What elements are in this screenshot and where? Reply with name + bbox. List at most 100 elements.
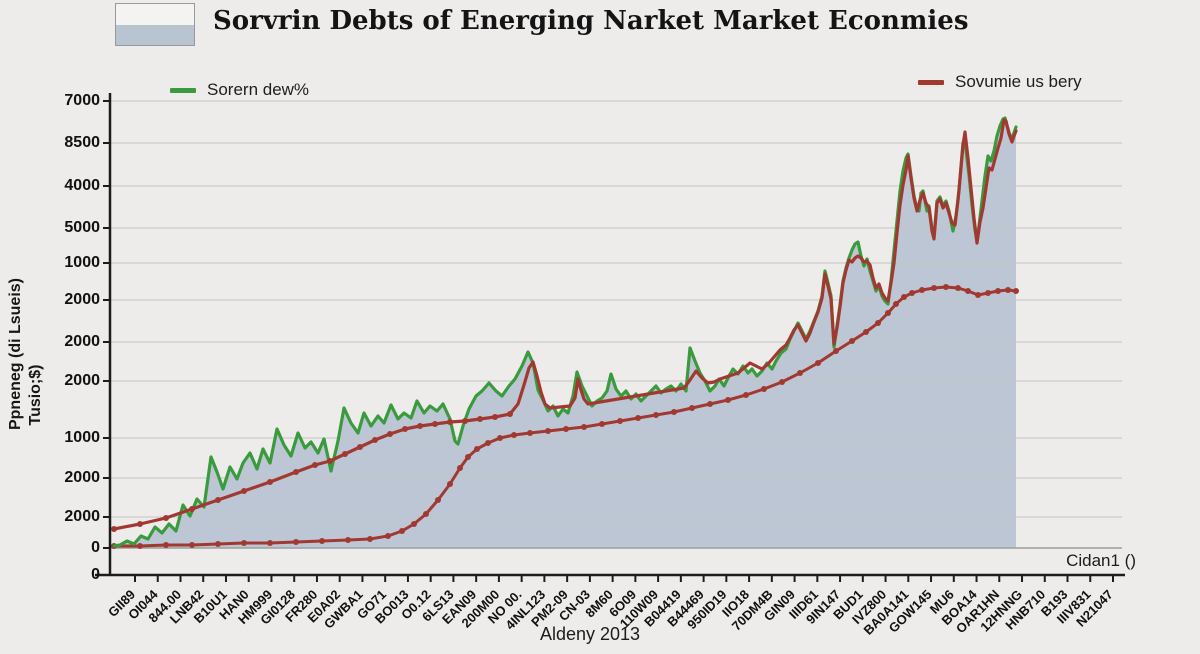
red-upper-marker <box>372 437 378 443</box>
red-lower-marker <box>215 541 221 547</box>
red-upper-marker <box>163 515 169 521</box>
y-tick-label: 2000 <box>64 508 100 525</box>
red-lower-marker <box>293 539 299 545</box>
red-lower-marker <box>447 481 453 487</box>
green-line-swatch-icon <box>170 87 196 93</box>
red-lower-line <box>114 285 1017 548</box>
red-lower-marker <box>599 421 605 427</box>
red-lower-marker <box>833 348 839 354</box>
legend-green-label: Sorern dew% <box>207 80 310 99</box>
red-lower-marker <box>385 533 391 539</box>
red-lower-marker <box>137 543 143 549</box>
legend-red-label: Sovumie us bery <box>955 72 1082 91</box>
red-upper-marker <box>492 414 498 420</box>
red-lower-marker <box>435 497 441 503</box>
red-upper-marker <box>189 506 195 512</box>
red-upper-marker <box>137 521 143 527</box>
red-lower-marker <box>545 428 551 434</box>
red-lower-marker <box>1005 287 1011 293</box>
legend-item-red[interactable]: Sovumie us bery <box>918 72 1082 92</box>
y-axis-title-line1: Ppneneg (di Lsueis) <box>7 278 24 431</box>
area-fill <box>114 118 1016 548</box>
red-lower-marker <box>511 432 517 438</box>
red-lower-marker <box>761 386 767 392</box>
y-tick-label: 5000 <box>64 219 100 236</box>
red-lower-marker <box>955 285 961 291</box>
chart-title: Sorvrin Debts of Energing Narket Market … <box>213 6 969 36</box>
red-upper-marker <box>215 497 221 503</box>
red-upper-marker <box>241 488 247 494</box>
red-upper-marker <box>327 458 333 464</box>
red-lower-marker <box>671 409 677 415</box>
red-upper-marker <box>342 451 348 457</box>
x-axis-caption: Aldeny 2013 <box>539 624 641 644</box>
title-legend-swatch <box>115 3 195 46</box>
red-lower-marker <box>985 290 991 296</box>
y-tick-label: 1000 <box>64 254 100 271</box>
red-lower-marker <box>527 430 533 436</box>
red-lower-marker <box>163 542 169 548</box>
red-lower-marker <box>797 370 803 376</box>
red-lower-marker <box>497 435 503 441</box>
y-tick-label: 2000 <box>64 469 100 486</box>
red-lower-marker <box>995 288 1001 294</box>
red-lower-marker <box>423 511 429 517</box>
y-tick-label: 2000 <box>64 333 100 350</box>
red-upper-marker <box>507 411 513 417</box>
y-tick-label: 0 <box>91 539 100 556</box>
red-lower-marker <box>241 540 247 546</box>
y-tick-label: 2000 <box>64 291 100 308</box>
red-lower-marker <box>474 446 480 452</box>
red-upper-marker <box>357 444 363 450</box>
red-upper-marker <box>447 419 453 425</box>
corner-note: Cidan1 () <box>1066 551 1136 570</box>
red-upper-marker <box>477 416 483 422</box>
y-tick-label: 0 <box>91 566 100 583</box>
title-legend-swatch-fill <box>116 24 194 45</box>
red-lower-marker <box>815 360 821 366</box>
red-lower-marker <box>465 454 471 460</box>
red-upper-marker <box>312 462 318 468</box>
red-upper-marker <box>293 469 299 475</box>
red-upper-marker <box>462 418 468 424</box>
red-upper-marker <box>267 479 273 485</box>
red-lower-marker <box>653 412 659 418</box>
red-upper-line <box>112 118 1018 531</box>
legend-item-green[interactable]: Sorern dew% <box>170 80 309 100</box>
y-tick-label: 1000 <box>64 429 100 446</box>
y-tick-label: 8500 <box>64 134 100 151</box>
red-lower-marker <box>563 426 569 432</box>
red-lower-marker <box>581 424 587 430</box>
red-lower-marker <box>689 405 695 411</box>
red-lower-marker <box>975 292 981 298</box>
red-upper-marker <box>432 421 438 427</box>
red-upper-marker <box>387 431 393 437</box>
red-lower-marker <box>931 285 937 291</box>
red-lower-marker <box>457 465 463 471</box>
red-lower-marker <box>919 287 925 293</box>
red-upper-marker <box>402 426 408 432</box>
y-tick-label: 4000 <box>64 177 100 194</box>
red-lower-marker <box>901 294 907 300</box>
red-lower-marker <box>725 397 731 403</box>
red-lower-marker <box>189 542 195 548</box>
red-lower-marker <box>485 440 491 446</box>
red-lower-marker <box>1013 288 1019 294</box>
red-lower-marker <box>635 415 641 421</box>
red-lower-marker <box>909 290 915 296</box>
red-lower-marker <box>319 538 325 544</box>
red-lower-marker <box>885 310 891 316</box>
red-lower-marker <box>707 401 713 407</box>
red-lower-marker <box>863 329 869 335</box>
y-tick-label: 2000 <box>64 372 100 389</box>
red-lower-marker <box>943 284 949 290</box>
red-lower-marker <box>345 537 351 543</box>
red-lower-marker <box>617 418 623 424</box>
red-lower-marker <box>743 392 749 398</box>
red-upper-marker <box>111 526 117 532</box>
red-lower-marker <box>399 528 405 534</box>
red-lower-marker <box>411 521 417 527</box>
red-lower-marker <box>367 536 373 542</box>
